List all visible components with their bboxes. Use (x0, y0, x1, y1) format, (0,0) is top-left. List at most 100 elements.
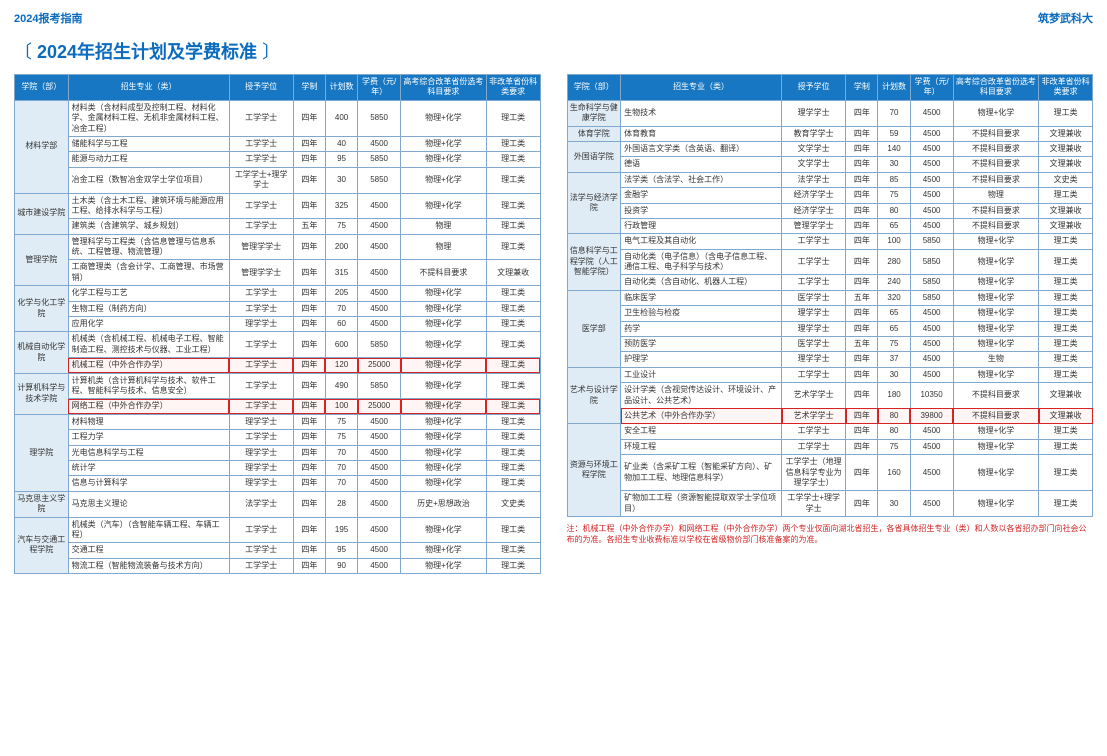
data-cell: 法学学士 (782, 172, 846, 187)
data-cell: 物理+化学 (953, 424, 1039, 439)
page-title: 2024年招生计划及学费标准 (14, 38, 1093, 64)
table-row: 储能科学与工程工学学士四年404500物理+化学理工类 (15, 136, 541, 151)
data-cell: 四年 (846, 141, 878, 156)
table-row: 机械自动化学院机械类（含机械工程、机械电子工程、智能制造工程、测控技术与仪器、工… (15, 332, 541, 358)
data-cell: 理工类 (486, 358, 540, 373)
data-cell: 理学学士 (229, 414, 293, 429)
data-cell: 物理+化学 (401, 517, 487, 543)
data-cell: 历史+思想政治 (401, 491, 487, 517)
data-cell: 预防医学 (621, 337, 782, 352)
data-cell: 化学工程与工艺 (68, 286, 229, 301)
data-cell: 四年 (293, 445, 325, 460)
data-cell: 物理+化学 (401, 543, 487, 558)
data-cell: 理工类 (1039, 491, 1093, 517)
data-cell: 外国语言文学类（含英语、翻译） (621, 141, 782, 156)
table-row: 光电信息科学与工程理学学士四年704500物理+化学理工类 (15, 445, 541, 460)
data-cell: 70 (325, 445, 357, 460)
data-cell: 物理 (401, 234, 487, 260)
data-cell: 四年 (293, 332, 325, 358)
data-cell: 四年 (846, 203, 878, 218)
dept-cell: 生命科学与健康学院 (567, 100, 621, 126)
table-row: 预防医学医学学士五年754500物理+化学理工类 (567, 337, 1093, 352)
data-cell: 四年 (293, 286, 325, 301)
data-cell: 理工类 (486, 332, 540, 358)
data-cell: 文理兼收 (1039, 141, 1093, 156)
data-cell: 4500 (358, 543, 401, 558)
col-header: 学制 (293, 75, 325, 101)
data-cell: 物理+化学 (401, 373, 487, 399)
data-cell: 工学学士 (229, 517, 293, 543)
table-row: 城市建设学院土木类（含土木工程、建筑环境与能源应用工程、给排水科学与工程）工学学… (15, 193, 541, 219)
table-row: 应用化学理学学士四年604500物理+化学理工类 (15, 317, 541, 332)
data-cell: 工学学士 (229, 332, 293, 358)
data-cell: 75 (878, 337, 910, 352)
data-cell: 不提科目要求 (953, 408, 1039, 423)
data-cell: 5850 (358, 167, 401, 193)
dept-cell: 城市建设学院 (15, 193, 69, 234)
data-cell: 生物技术 (621, 100, 782, 126)
data-cell: 四年 (293, 193, 325, 219)
table-row: 计算机科学与技术学院计算机类（含计算机科学与技术、软件工程、智能科学与技术、信息… (15, 373, 541, 399)
data-cell: 四年 (293, 373, 325, 399)
data-cell: 马克思主义理论 (68, 491, 229, 517)
data-cell: 65 (878, 321, 910, 336)
table-row: 卫生检验与检疫理学学士四年654500物理+化学理工类 (567, 306, 1093, 321)
data-cell: 管理科学与工程类（含信息管理与信息系统、工程管理、物流管理） (68, 234, 229, 260)
data-cell: 土木类（含土木工程、建筑环境与能源应用工程、给排水科学与工程） (68, 193, 229, 219)
data-cell: 四年 (846, 408, 878, 423)
data-cell: 工学学士 (782, 439, 846, 454)
data-cell: 80 (878, 408, 910, 423)
data-cell: 工学学士 (229, 136, 293, 151)
data-cell: 70 (325, 460, 357, 475)
data-cell: 四年 (846, 249, 878, 275)
data-cell: 4500 (910, 306, 953, 321)
data-cell: 理工类 (486, 460, 540, 475)
data-cell: 490 (325, 373, 357, 399)
data-cell: 理学学士 (782, 321, 846, 336)
data-cell: 理工类 (1039, 439, 1093, 454)
data-cell: 4500 (358, 301, 401, 316)
data-cell: 交通工程 (68, 543, 229, 558)
data-cell: 4500 (910, 126, 953, 141)
data-cell: 95 (325, 543, 357, 558)
data-cell: 文理兼收 (1039, 218, 1093, 233)
data-cell: 文史类 (1039, 172, 1093, 187)
data-cell: 工学学士 (782, 424, 846, 439)
data-cell: 5850 (358, 152, 401, 167)
data-cell: 物理+化学 (953, 290, 1039, 305)
data-cell: 四年 (293, 152, 325, 167)
data-cell: 理工类 (486, 476, 540, 491)
data-cell: 物理+化学 (953, 367, 1039, 382)
data-cell: 不提科目要求 (953, 383, 1039, 409)
data-cell: 75 (325, 414, 357, 429)
data-cell: 设计学类（含视觉传达设计、环境设计、产品设计、公共艺术） (621, 383, 782, 409)
data-cell: 医学学士 (782, 290, 846, 305)
data-cell: 四年 (293, 517, 325, 543)
table-row: 药学理学学士四年654500物理+化学理工类 (567, 321, 1093, 336)
data-cell: 不提科目要求 (953, 141, 1039, 156)
data-cell: 生物 (953, 352, 1039, 367)
header-left: 2024报考指南 (14, 10, 82, 26)
col-header: 学费（元/年） (358, 75, 401, 101)
data-cell: 140 (878, 141, 910, 156)
data-cell: 320 (878, 290, 910, 305)
table-row: 生命科学与健康学院生物技术理学学士四年704500物理+化学理工类 (567, 100, 1093, 126)
data-cell: 不提科目要求 (953, 157, 1039, 172)
data-cell: 机械工程（中外合作办学） (68, 358, 229, 373)
data-cell: 240 (878, 275, 910, 290)
data-cell: 39800 (910, 408, 953, 423)
data-cell: 4500 (910, 424, 953, 439)
right-table-head: 学院（部）招生专业（类）授予学位学制计划数学费（元/年）高考综合改革省份选考科目… (567, 75, 1093, 101)
col-header: 高考综合改革省份选考科目要求 (401, 75, 487, 101)
dept-cell: 资源与环境工程学院 (567, 424, 621, 517)
data-cell: 4500 (910, 157, 953, 172)
data-cell: 5850 (910, 275, 953, 290)
table-row: 金融学经济学学士四年754500物理理工类 (567, 188, 1093, 203)
table-row: 交通工程工学学士四年954500物理+化学理工类 (15, 543, 541, 558)
data-cell: 10350 (910, 383, 953, 409)
data-cell: 5850 (910, 249, 953, 275)
data-cell: 文理兼收 (1039, 126, 1093, 141)
footnote: 注：机械工程（中外合作办学）和网络工程（中外合作办学）两个专业仅面向湖北省招生，… (567, 523, 1094, 545)
data-cell: 4500 (910, 100, 953, 126)
dept-cell: 机械自动化学院 (15, 332, 69, 373)
